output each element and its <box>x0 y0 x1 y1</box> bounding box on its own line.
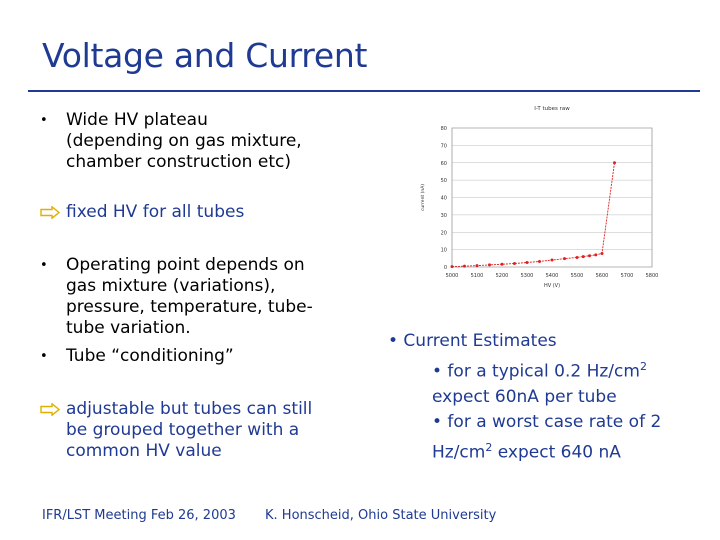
estimate-line: • for a worst case rate of 2 <box>432 411 662 432</box>
data-point <box>613 161 616 165</box>
y-tick-label: 20 <box>441 230 447 236</box>
x-tick-label: 5700 <box>621 273 634 279</box>
data-point <box>525 260 529 264</box>
x-axis-label: HV (V) <box>544 283 560 289</box>
current-estimates-header: • Current Estimates <box>388 331 557 351</box>
data-point <box>463 264 466 268</box>
bullet-line: tube variation. <box>66 318 191 338</box>
y-tick-label: 30 <box>441 213 447 219</box>
data-point <box>588 254 591 258</box>
bullet-line: pressure, temperature, tube- <box>66 297 313 317</box>
arrow-right-icon <box>40 206 60 219</box>
bullet-dot-icon: • <box>40 113 48 128</box>
estimate-line: expect 60nA per tube <box>432 386 617 407</box>
arrow-text-line: be grouped together with a <box>66 420 300 440</box>
y-tick-label: 0 <box>444 265 447 271</box>
data-point <box>450 265 454 269</box>
y-tick-label: 60 <box>441 161 447 167</box>
chart-title: I-T tubes raw <box>534 106 570 112</box>
x-tick-label: 5300 <box>521 273 534 279</box>
x-tick-label: 5000 <box>446 273 459 279</box>
current-estimates-block: • Current Estimates • for a typical 0.2 … <box>388 329 661 465</box>
bullet-dot-icon: • <box>40 258 48 273</box>
y-tick-label: 10 <box>441 248 447 254</box>
data-point <box>538 259 541 263</box>
bullet-line: chamber construction etc) <box>66 152 291 172</box>
title-divider <box>28 90 700 92</box>
estimate-line: Hz/cm2 expect 640 nA <box>432 440 621 463</box>
series-line <box>451 162 615 268</box>
footer-meeting: IFR/LST Meeting Feb 26, 2003 <box>42 508 236 523</box>
x-tick-label: 5500 <box>571 273 584 279</box>
x-tick-label: 5600 <box>596 273 609 279</box>
y-tick-label: 70 <box>441 143 447 149</box>
arrow-text: fixed HV for all tubes <box>66 202 245 222</box>
arrow-text-line: adjustable but tubes can still <box>66 399 313 419</box>
bullet-line: gas mixture (variations), <box>66 276 276 296</box>
y-axis-label: current (nA) <box>420 184 426 211</box>
y-tick-label: 40 <box>441 196 447 202</box>
slide-title: Voltage and Current <box>42 36 368 75</box>
y-tick-label: 80 <box>441 126 447 132</box>
data-point <box>475 264 479 268</box>
x-tick-label: 5400 <box>546 273 559 279</box>
current-vs-hv-chart: 0 10 20 30 40 50 60 70 80 5000 5100 5200 5300 5400 550… <box>420 106 659 289</box>
data-point <box>600 251 604 255</box>
data-point <box>488 263 491 267</box>
bullet-line: Tube “conditioning” <box>66 346 234 366</box>
data-point <box>575 255 579 259</box>
y-tick-label: 50 <box>441 178 447 184</box>
data-point <box>594 253 598 257</box>
bullet-line: (depending on gas mixture, <box>66 131 302 151</box>
x-tick-label: 5800 <box>646 273 659 279</box>
arrow-right-icon <box>40 403 60 416</box>
data-point <box>513 262 516 266</box>
bullet-dot-icon: • <box>40 349 48 364</box>
footer-author: K. Honscheid, Ohio State University <box>265 508 497 523</box>
x-tick-label: 5200 <box>496 273 509 279</box>
x-tick-label: 5100 <box>471 273 484 279</box>
bullet-line: Operating point depends on <box>66 255 305 275</box>
estimate-line: • for a typical 0.2 Hz/cm2 <box>432 360 647 382</box>
data-point <box>563 257 566 261</box>
data-point <box>500 262 504 266</box>
bullet-line: Wide HV plateau <box>66 110 208 130</box>
data-point <box>550 258 554 262</box>
arrow-text-line: common HV value <box>66 441 222 461</box>
data-point <box>581 255 585 259</box>
